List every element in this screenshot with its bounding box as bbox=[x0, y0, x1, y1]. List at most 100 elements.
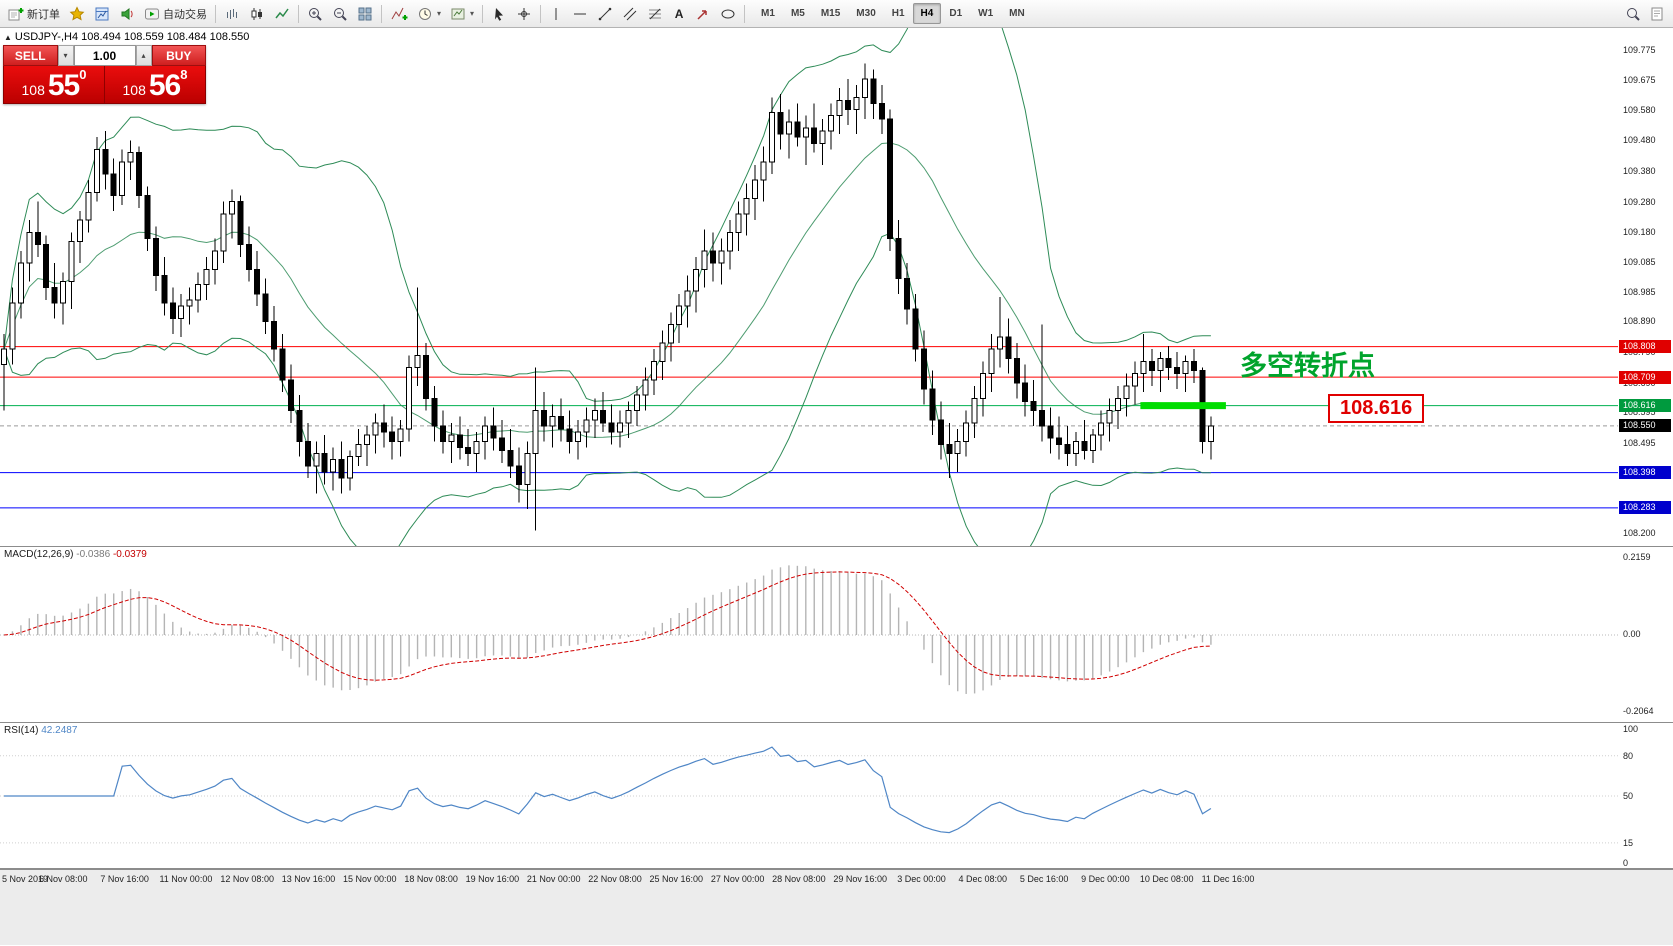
sell-button[interactable]: SELL bbox=[3, 45, 58, 66]
time-axis-label: 15 Nov 00:00 bbox=[343, 874, 397, 884]
time-axis-label: 25 Nov 16:00 bbox=[649, 874, 704, 884]
cursor-icon[interactable] bbox=[487, 3, 511, 25]
chart-title-text: USDJPY-,H4 108.494 108.559 108.484 108.5… bbox=[14, 31, 250, 43]
macd-chart[interactable] bbox=[0, 547, 1618, 723]
timeframe-m30[interactable]: M30 bbox=[856, 8, 876, 19]
arrows-icon[interactable] bbox=[691, 3, 715, 25]
buy-price[interactable]: 108 56 8 bbox=[105, 66, 205, 103]
price-callout[interactable]: 108.616 bbox=[1328, 394, 1425, 423]
toolbar-right-group bbox=[1621, 3, 1669, 25]
window-bottom-strip bbox=[0, 888, 1673, 945]
macd-axis-label: 0.00 bbox=[1623, 629, 1641, 639]
timeframe-h1[interactable]: H1 bbox=[891, 8, 905, 19]
collapse-panel-icon[interactable]: ▲ bbox=[4, 33, 12, 42]
macd-panel: 0.2159 0.00 -0.2064 MACD(12,26,9) -0.0386 … bbox=[0, 547, 1673, 723]
volume-down-button[interactable]: ▾ bbox=[57, 45, 74, 66]
volume-up-button[interactable]: ▴ bbox=[135, 45, 152, 66]
ellipse-icon[interactable] bbox=[716, 3, 740, 25]
auto-trading-button[interactable]: 自动交易 bbox=[140, 3, 211, 25]
timeframe-d1[interactable]: D1 bbox=[949, 8, 963, 19]
vertical-line-icon[interactable] bbox=[545, 3, 567, 25]
quick-nav-icon[interactable] bbox=[1645, 3, 1669, 25]
price-axis-label: 109.085 bbox=[1623, 256, 1656, 267]
toolbar-separator bbox=[482, 4, 484, 23]
macd-axis-label: -0.2064 bbox=[1623, 706, 1654, 716]
time-axis-label: 5 Dec 16:00 bbox=[1019, 874, 1069, 884]
candlestick-chart-icon[interactable] bbox=[245, 3, 269, 25]
top-toolbar: 新订单 自动交易 ▾ ▾ bbox=[0, 0, 1673, 28]
line-chart-icon[interactable] bbox=[270, 3, 294, 25]
buy-price-prefix: 108 bbox=[122, 82, 146, 98]
alerts-icon[interactable] bbox=[115, 3, 139, 25]
price-axis-label: 108.985 bbox=[1623, 287, 1656, 298]
indicators-icon[interactable] bbox=[386, 3, 412, 25]
time-axis-label: 12 Nov 08:00 bbox=[220, 874, 274, 884]
timeframe-group: M1 M5 M15 M30 H1 H4 D1 W1 MN bbox=[753, 3, 1033, 24]
buy-price-sup: 8 bbox=[180, 67, 188, 82]
timeframe-m15[interactable]: M15 bbox=[820, 8, 841, 19]
price-axis[interactable]: 109.775 109.675 109.580 109.480 109.380 109.2… bbox=[1618, 28, 1673, 546]
price-level-badge: 108.709 bbox=[1619, 370, 1671, 384]
channel-icon[interactable] bbox=[618, 3, 642, 25]
toolbar-separator bbox=[744, 4, 746, 23]
main-chart-panel: 109.775 109.675 109.580 109.480 109.380 109.2… bbox=[0, 28, 1673, 547]
price-axis-label: 108.200 bbox=[1623, 528, 1656, 539]
auto-trading-label: 自动交易 bbox=[163, 8, 207, 21]
rsi-label: RSI(14) 42.2487 bbox=[4, 725, 77, 736]
rsi-axis[interactable]: 100 80 50 15 0 bbox=[1618, 723, 1673, 868]
market-watch-icon[interactable] bbox=[65, 3, 89, 25]
time-axis-label: 7 Nov 16:00 bbox=[100, 874, 149, 884]
price-chart[interactable] bbox=[0, 28, 1618, 547]
fibonacci-icon[interactable] bbox=[643, 3, 667, 25]
timeframe-m1[interactable]: M1 bbox=[761, 8, 775, 19]
macd-label: MACD(12,26,9) -0.0386 -0.0379 bbox=[4, 549, 147, 560]
time-axis-label: 10 Dec 08:00 bbox=[1139, 874, 1194, 884]
trendline-icon[interactable] bbox=[593, 3, 617, 25]
text-label-icon[interactable]: A bbox=[674, 6, 684, 21]
templates-icon[interactable]: ▾ bbox=[446, 3, 478, 25]
buy-price-big: 56 bbox=[148, 69, 181, 102]
price-axis-label: 109.580 bbox=[1623, 104, 1656, 115]
macd-value-signal: -0.0379 bbox=[112, 549, 147, 560]
rsi-axis-label: 80 bbox=[1623, 750, 1634, 761]
volume-input[interactable]: 1.00 bbox=[73, 45, 136, 66]
new-order-button[interactable]: 新订单 bbox=[4, 3, 64, 25]
time-axis-label: 4 Dec 08:00 bbox=[958, 874, 1008, 884]
time-axis-label: 13 Nov 16:00 bbox=[281, 874, 336, 884]
trade-panel-controls: SELL ▾ 1.00 ▴ BUY bbox=[3, 45, 206, 66]
zoom-out-icon[interactable] bbox=[328, 3, 352, 25]
rsi-axis-label: 50 bbox=[1623, 791, 1634, 801]
rsi-value: 42.2487 bbox=[41, 725, 78, 736]
crosshair-icon[interactable] bbox=[512, 3, 536, 25]
bar-chart-icon[interactable] bbox=[220, 3, 244, 25]
time-axis-label: 19 Nov 16:00 bbox=[465, 874, 520, 884]
price-axis-label: 109.775 bbox=[1623, 44, 1656, 55]
price-axis-label: 109.280 bbox=[1623, 196, 1656, 207]
sell-price-sup: 0 bbox=[79, 67, 87, 82]
zoom-in-icon[interactable] bbox=[303, 3, 327, 25]
timeframe-h4[interactable]: H4 bbox=[912, 3, 942, 24]
sell-price-big: 55 bbox=[47, 69, 80, 102]
toolbar-separator bbox=[540, 4, 542, 23]
price-axis-label: 109.380 bbox=[1623, 165, 1656, 176]
timeframe-w1[interactable]: W1 bbox=[978, 8, 994, 19]
macd-axis[interactable]: 0.2159 0.00 -0.2064 bbox=[1618, 547, 1673, 722]
macd-value-main: -0.0386 bbox=[76, 549, 111, 560]
time-axis-label: 11 Dec 16:00 bbox=[1201, 874, 1255, 884]
horizontal-line-icon[interactable] bbox=[568, 3, 592, 25]
time-axis-label: 9 Dec 00:00 bbox=[1081, 874, 1130, 884]
time-axis[interactable]: 5 Nov 2019 6 Nov 08:00 7 Nov 16:00 11 Nov 0… bbox=[0, 869, 1673, 888]
sell-price[interactable]: 108 55 0 bbox=[4, 66, 105, 103]
buy-button[interactable]: BUY bbox=[151, 45, 206, 66]
toolbar-separator bbox=[381, 4, 382, 23]
timeframe-mn[interactable]: MN bbox=[1009, 8, 1025, 19]
tile-windows-icon[interactable] bbox=[353, 3, 377, 25]
rsi-axis-label: 0 bbox=[1623, 858, 1629, 868]
time-axis-label: 6 Nov 08:00 bbox=[39, 874, 88, 884]
rsi-chart[interactable] bbox=[0, 723, 1618, 869]
periods-icon[interactable]: ▾ bbox=[413, 3, 445, 25]
chart-window-icon[interactable] bbox=[90, 3, 114, 25]
timeframe-m5[interactable]: M5 bbox=[790, 8, 805, 19]
turning-point-annotation[interactable]: 多空转折点 bbox=[1240, 351, 1375, 381]
search-icon[interactable] bbox=[1621, 3, 1645, 25]
